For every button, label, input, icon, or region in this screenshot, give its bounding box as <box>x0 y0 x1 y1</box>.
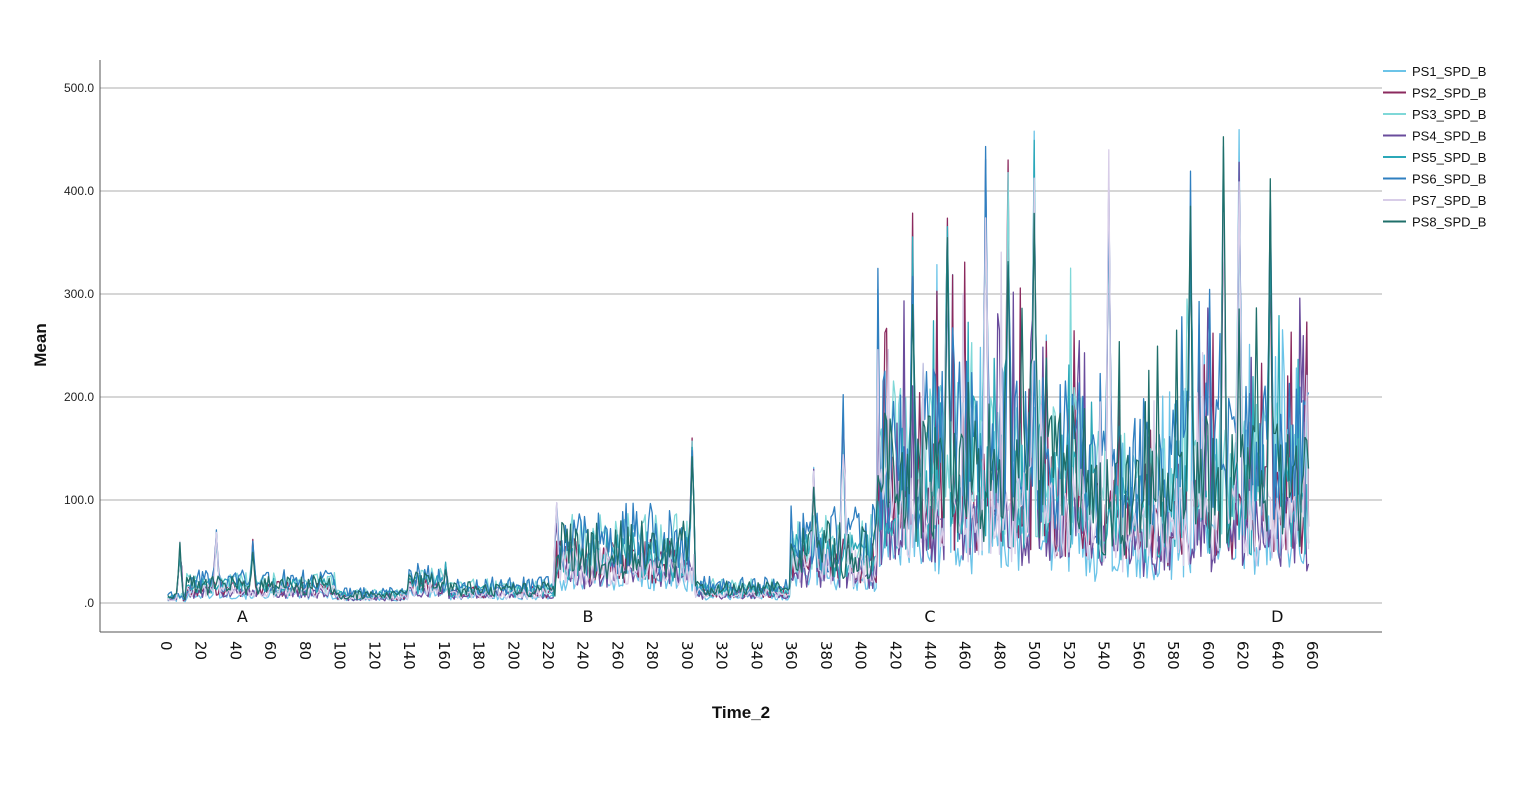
series-line <box>167 136 1310 601</box>
y-tick-label: 200.0 <box>64 390 94 404</box>
x-tick-label: 400 <box>852 641 870 670</box>
axes <box>99 60 1382 633</box>
y-axis-title: Mean <box>31 323 50 366</box>
x-tick-label: 660 <box>1303 641 1321 670</box>
x-tick-label: 460 <box>956 641 974 670</box>
x-tick-label: 220 <box>539 641 557 670</box>
x-tick-label: 440 <box>921 641 939 670</box>
x-tick-labels: 0 20 40 60 80 100 120 140 160 180 200 220 240 260 280 3… <box>157 641 1321 670</box>
x-tick-label: 20 <box>192 641 210 660</box>
x-tick-label: 340 <box>747 641 765 670</box>
x-tick-label: 420 <box>886 641 904 670</box>
y-tick-labels: .0 100.0 200.0 300.0 400.0 500.0 <box>64 81 94 610</box>
x-tick-label: 200 <box>504 641 522 670</box>
x-tick-label: 300 <box>678 641 696 670</box>
x-tick-label: 640 <box>1268 641 1286 670</box>
x-tick-label: 0 <box>157 641 175 651</box>
x-tick-label: 260 <box>608 641 626 670</box>
x-tick-label: 160 <box>435 641 453 670</box>
legend-label: PS2_SPD_B <box>1412 86 1486 101</box>
x-tick-label: 520 <box>1060 641 1078 670</box>
series-line <box>167 145 1310 600</box>
y-tick-label: 300.0 <box>64 287 94 301</box>
x-tick-label: 100 <box>331 641 349 670</box>
x-tick-label: 240 <box>574 641 592 670</box>
legend-label: PS6_SPD_B <box>1412 172 1486 187</box>
x-tick-label: 320 <box>713 641 731 670</box>
x-tick-label: 120 <box>365 641 383 670</box>
x-tick-label: 140 <box>400 641 418 670</box>
x-axis-title: Time_2 <box>712 703 770 722</box>
x-tick-label: 40 <box>226 641 244 660</box>
x-tick-label: 60 <box>261 641 279 660</box>
y-tick-label: 400.0 <box>64 184 94 198</box>
y-tick-label: .0 <box>84 596 94 610</box>
x-tick-label: 620 <box>1234 641 1252 670</box>
x-tick-label: 600 <box>1199 641 1217 670</box>
x-tick-label: 480 <box>990 641 1008 670</box>
legend-label: PS1_SPD_B <box>1412 64 1486 79</box>
legend-label: PS4_SPD_B <box>1412 129 1486 144</box>
legend-label: PS7_SPD_B <box>1412 193 1486 208</box>
phase-label: C <box>924 607 935 626</box>
x-tick-label: 180 <box>470 641 488 670</box>
x-tick-label: 280 <box>643 641 661 670</box>
y-tick-label: 500.0 <box>64 81 94 95</box>
legend: PS1_SPD_B PS2_SPD_B PS3_SPD_B PS4_SPD_B PS5_… <box>1383 64 1486 230</box>
legend-label: PS3_SPD_B <box>1412 107 1486 122</box>
phase-label: B <box>582 607 593 626</box>
x-tick-label: 80 <box>296 641 314 660</box>
phase-annotations: A B C D <box>237 607 1284 626</box>
x-tick-label: 360 <box>782 641 800 670</box>
phase-label: A <box>237 607 248 626</box>
y-tick-label: 100.0 <box>64 493 94 507</box>
series-lines <box>167 128 1310 603</box>
x-tick-label: 580 <box>1164 641 1182 670</box>
phase-label: D <box>1271 607 1283 626</box>
gridlines <box>100 87 1382 604</box>
legend-label: PS8_SPD_B <box>1412 215 1486 230</box>
x-tick-label: 540 <box>1095 641 1113 670</box>
x-tick-label: 500 <box>1025 641 1043 670</box>
legend-label: PS5_SPD_B <box>1412 150 1486 165</box>
x-tick-label: 560 <box>1129 641 1147 670</box>
series-line <box>167 149 1310 602</box>
x-tick-label: 380 <box>817 641 835 670</box>
